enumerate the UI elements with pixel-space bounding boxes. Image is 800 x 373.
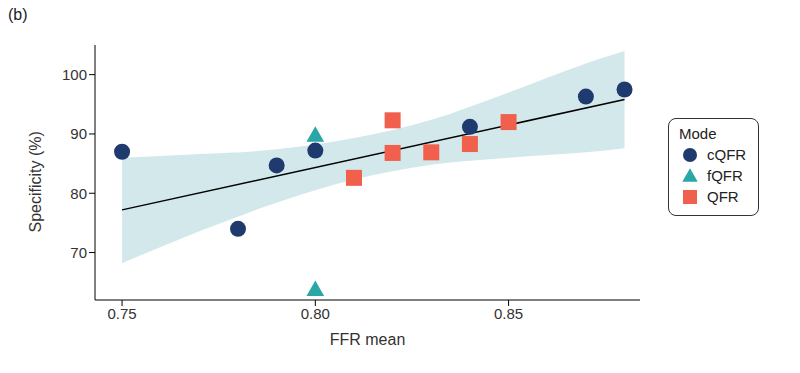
- html-text:Mode: Mode: [679, 125, 717, 142]
- svg-text:0.80: 0.80: [301, 305, 330, 322]
- svg-text:Specificity (%): Specificity (%): [27, 131, 44, 232]
- svg-text:FFR mean: FFR mean: [330, 331, 406, 348]
- svg-text:0.75: 0.75: [107, 305, 136, 322]
- html-text:cQFR: cQFR: [707, 146, 747, 163]
- svg-text:100: 100: [62, 66, 87, 83]
- html-text:QFR: QFR: [707, 188, 739, 205]
- svg-text:90: 90: [70, 125, 87, 142]
- html-text:fQFR: fQFR: [707, 167, 743, 184]
- svg-text:80: 80: [70, 185, 87, 202]
- svg-text:70: 70: [70, 244, 87, 261]
- svg-text:0.85: 0.85: [494, 305, 523, 322]
- html-text:(b): (b): [8, 6, 28, 23]
